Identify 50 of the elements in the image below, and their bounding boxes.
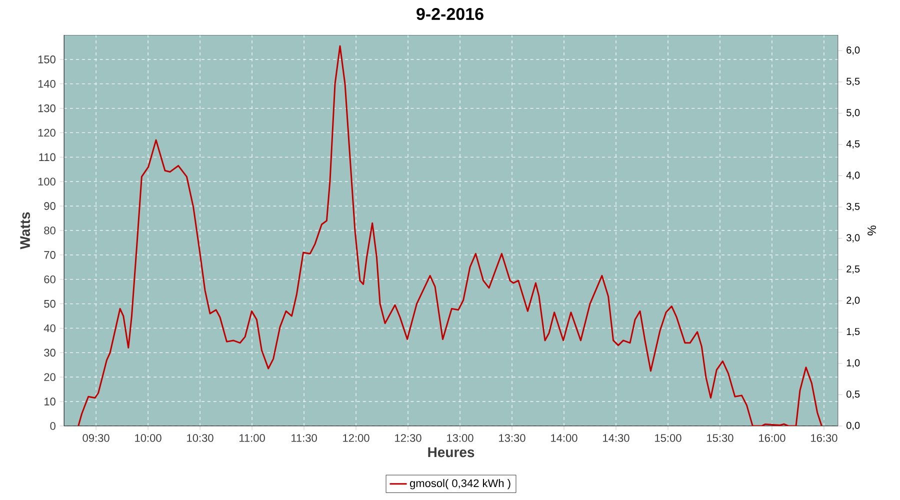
y2-tick-label: 3,5 [846, 202, 860, 212]
y-tick-label: 120 [38, 128, 56, 137]
y-axis-title: Watts [20, 212, 30, 250]
y-tick-label: 130 [38, 104, 56, 112]
line-series [78, 45, 822, 426]
y2-tick-label: 5,0 [846, 109, 860, 118]
y-tick-label: 70 [44, 251, 56, 259]
x-tick-label: 13:30 [499, 434, 526, 442]
y-tick-label: 150 [38, 56, 56, 64]
x-tick-label: 11:30 [292, 434, 317, 442]
y2-tick-label: 0,5 [846, 390, 860, 399]
y2-tick-label: 2,0 [846, 296, 860, 305]
x-tick-label: 09:30 [82, 434, 110, 442]
y-tick-label: 50 [44, 300, 56, 308]
x-tick-label: 10:00 [135, 434, 162, 442]
y2-tick-label: 4,5 [846, 140, 860, 149]
y2-axis-title: % [868, 226, 876, 236]
y-tick-label: 100 [38, 178, 56, 186]
x-tick-label: 12:00 [343, 434, 370, 442]
chart-title: 9-2-2016 [416, 8, 484, 20]
y2-tick-label: 0,0 [846, 422, 860, 430]
y2-tick-label: 5,5 [846, 78, 860, 86]
x-tick-label: 14:30 [603, 434, 630, 442]
x-tick-label: 13:00 [447, 434, 474, 442]
x-axis-title: Heures [428, 447, 474, 458]
y-tick-label: 0 [50, 422, 56, 430]
y2-tick-label: 1,0 [846, 359, 860, 368]
x-tick-label: 14:00 [551, 434, 578, 442]
x-tick-label: 11:00 [240, 434, 265, 442]
x-tick-label: 12:30 [395, 434, 422, 442]
y-tick-label: 30 [44, 348, 56, 357]
y-tick-label: 90 [44, 202, 56, 210]
x-tick-label: 15:30 [707, 434, 734, 442]
y-tick-label: 110 [39, 153, 56, 162]
y2-tick-label: 6,0 [846, 46, 860, 55]
x-tick-label: 10:30 [187, 434, 214, 442]
y-tick-label: 40 [44, 324, 56, 332]
y-tick-label: 10 [44, 398, 56, 406]
y2-tick-label: 3,0 [846, 234, 860, 242]
y2-tick-label: 1,5 [846, 328, 860, 336]
y2-tick-label: 2,5 [846, 265, 860, 274]
x-tick-label: 15:00 [655, 434, 682, 442]
x-tick-label: 16:00 [759, 434, 786, 442]
y-tick-label: 140 [38, 80, 56, 88]
legend-label: gmosol( 0,342 kWh ) [410, 479, 510, 490]
y-tick-label: 60 [44, 275, 56, 284]
x-tick-label: 16:30 [811, 434, 838, 442]
y-tick-label: 20 [44, 373, 56, 382]
y-tick-label: 80 [44, 226, 56, 234]
y2-tick-label: 4,0 [846, 172, 860, 180]
